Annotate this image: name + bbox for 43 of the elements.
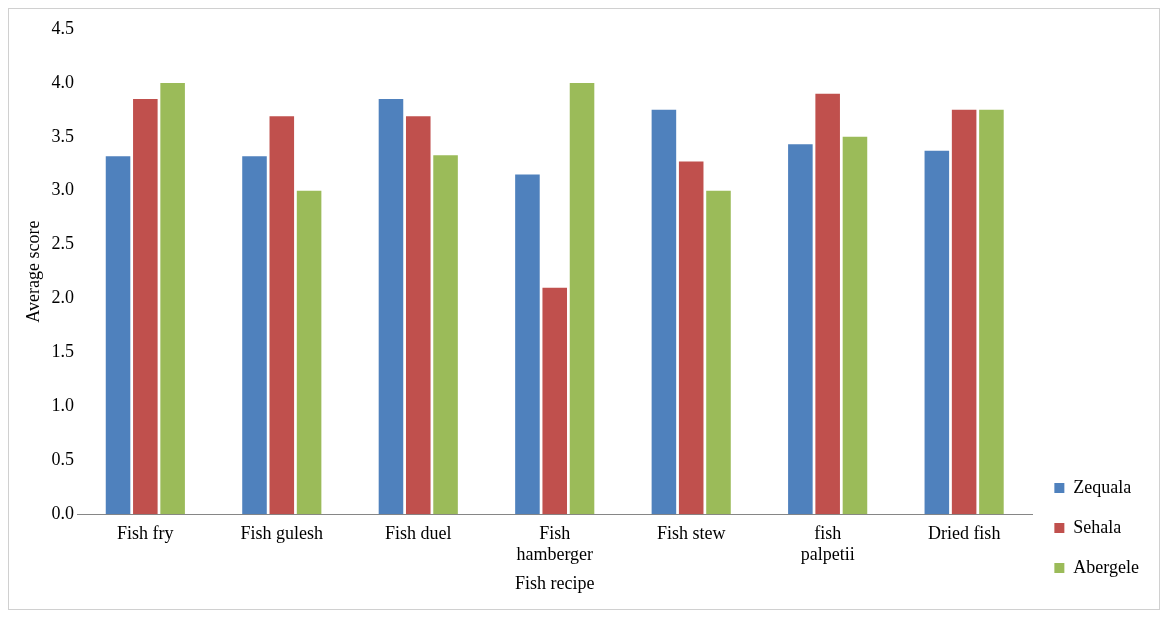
bar: [269, 116, 295, 515]
bar: [542, 287, 568, 515]
y-tick-label: 3.0: [51, 179, 75, 200]
bar: [951, 109, 977, 515]
bar: [706, 190, 731, 515]
bar: [815, 93, 840, 515]
bar: [296, 190, 322, 515]
y-tick-label: 3.5: [51, 125, 75, 146]
y-tick-label: 0.5: [51, 449, 75, 470]
bar: [242, 156, 267, 515]
x-axis-title: Fish recipe: [514, 572, 595, 593]
x-tick-label: fish palpetii: [800, 522, 855, 565]
bar: [515, 174, 540, 515]
y-axis-title: Average score: [22, 220, 43, 323]
y-tick-label: 4.0: [51, 71, 75, 92]
y-tick-label: 2.0: [51, 287, 75, 308]
bar: [433, 155, 458, 515]
y-tick-label: 0.0: [51, 502, 75, 523]
x-tick-label: Fish hamberger: [516, 522, 594, 565]
bar: [678, 161, 704, 515]
x-tick-label: Dried fish: [927, 522, 1001, 543]
bar: [842, 136, 868, 515]
legend-label: Abergele: [1073, 556, 1140, 577]
bar: [105, 156, 131, 515]
x-tick-label: Fish gulesh: [240, 522, 324, 543]
x-tick-label: Fish fry: [117, 522, 174, 543]
bar: [405, 116, 431, 515]
bar: [788, 144, 813, 515]
bar: [979, 109, 1004, 515]
y-tick-label: 4.5: [51, 17, 75, 38]
x-tick-label: Fish stew: [656, 522, 726, 543]
bar: [378, 99, 404, 515]
bar: [924, 150, 950, 515]
legend-label: Sehala: [1073, 516, 1122, 537]
y-tick-label: 1.5: [51, 341, 75, 362]
legend-label: Zequala: [1073, 476, 1132, 497]
bar: [569, 82, 595, 515]
x-tick-label: Fish duel: [385, 522, 452, 543]
y-tick-label: 2.5: [51, 233, 75, 254]
bar: [160, 82, 185, 515]
bar: [133, 99, 158, 515]
y-tick-label: 1.0: [51, 395, 75, 416]
bar: [651, 109, 677, 515]
